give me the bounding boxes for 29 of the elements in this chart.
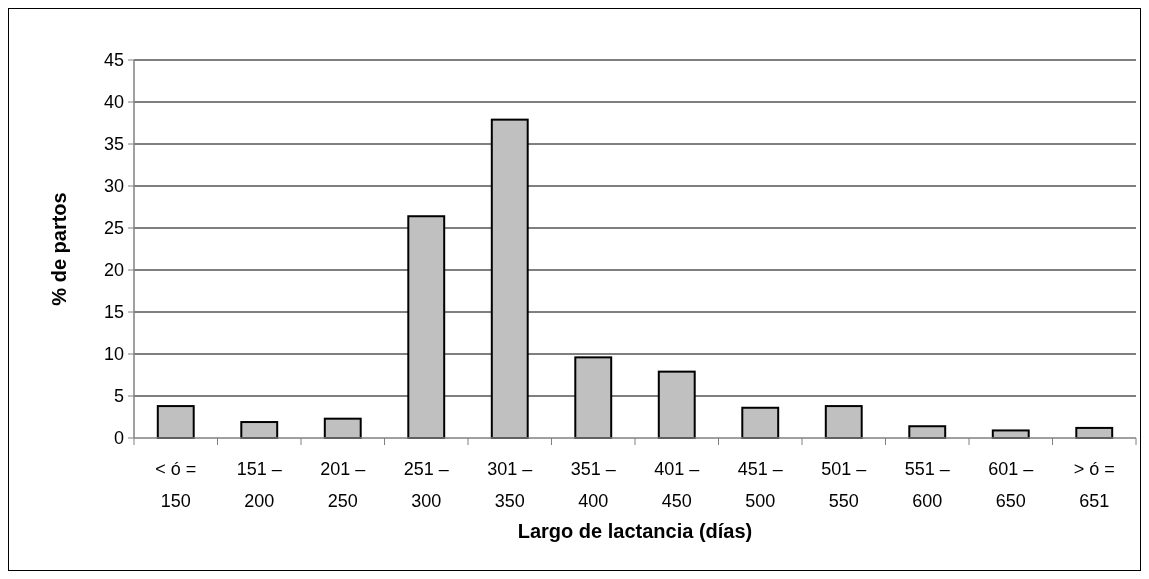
x-tick-label: 151 – 200 [236,459,282,511]
y-tick-label: 5 [113,386,124,407]
x-tick-label: 451 – 500 [737,459,783,511]
y-tick-label: 20 [103,260,124,281]
x-tick-label: 401 – 450 [654,459,700,511]
x-tick-label: > ó = 651 [1073,459,1115,511]
y-tick-label: 45 [103,50,124,71]
y-tick-label: 15 [103,302,124,323]
x-axis-title: Largo de lactancia (días) [517,520,753,542]
x-tick-label: 201 – 250 [320,459,366,511]
bar [824,405,863,439]
y-tick-label: 10 [103,344,124,365]
bar [156,405,195,439]
x-tick-label: 501 – 550 [821,459,867,511]
y-tick-label: 35 [103,134,124,155]
y-tick-label: 40 [103,92,124,113]
x-tick-label: 551 – 600 [904,459,950,511]
y-tick-label: 0 [113,428,124,449]
y-tick-label: 30 [103,176,124,197]
x-tick-label: 351 – 400 [570,459,616,511]
bar [240,421,279,439]
x-tick-label: < ó = 150 [155,459,197,511]
bar [741,406,780,439]
x-tick-label: 301 – 350 [487,459,533,511]
x-tick-label: 251 – 300 [403,459,449,511]
x-tick-label: 601 – 650 [988,459,1034,511]
bar [323,417,362,439]
y-axis-title: % de partos [48,192,70,306]
y-tick-label: 25 [103,218,124,239]
